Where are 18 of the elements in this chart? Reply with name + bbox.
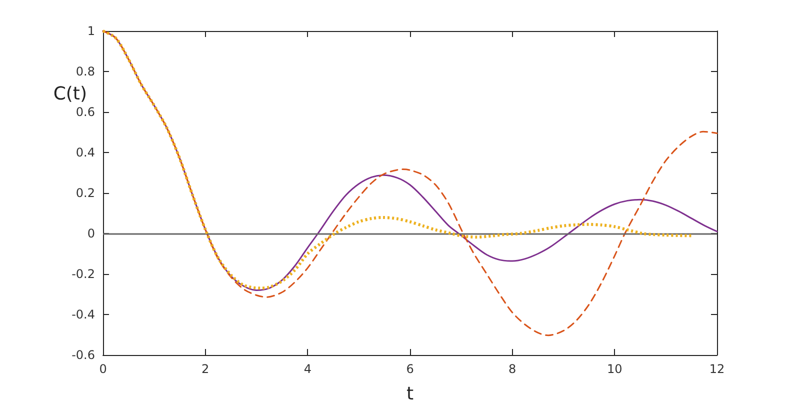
- x-tick-label: 12: [709, 362, 725, 376]
- x-tick-label: 2: [202, 362, 210, 376]
- y-tick-label: 0: [87, 226, 95, 240]
- y-tick-label: 0.8: [76, 64, 95, 78]
- x-axis-title: t: [406, 384, 414, 404]
- x-tick-label: 8: [508, 362, 516, 376]
- y-tick-label: -0.4: [72, 308, 95, 322]
- y-tick-label: 0.4: [76, 146, 95, 160]
- x-tick-label: 6: [406, 362, 414, 376]
- y-axis-title: C(t): [53, 84, 87, 104]
- x-tick-label: 4: [304, 362, 312, 376]
- x-tick-label: 0: [99, 362, 107, 376]
- y-tick-label: 0.6: [76, 105, 95, 119]
- y-tick-label: 0.2: [76, 186, 95, 200]
- y-tick-label: -0.2: [72, 267, 95, 281]
- y-tick-label: -0.6: [72, 348, 95, 362]
- y-tick-label: 1: [87, 24, 95, 38]
- x-tick-label: 10: [607, 362, 622, 376]
